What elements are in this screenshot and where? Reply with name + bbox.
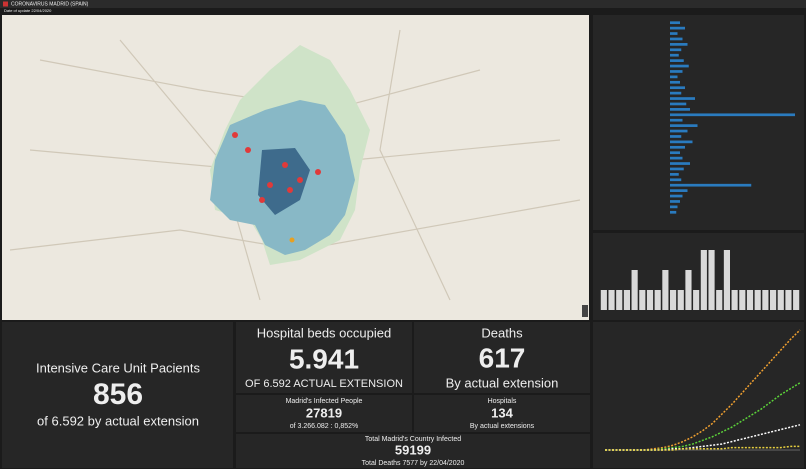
panels bbox=[2, 15, 804, 468]
indicator-subtitle: of 6.592 by actual extension bbox=[37, 413, 199, 428]
bar bbox=[670, 135, 682, 138]
bar bbox=[670, 102, 687, 106]
bar bbox=[670, 48, 682, 52]
header-title: CORONAVIRUS MADRID (SPAIN) bbox=[11, 1, 89, 7]
bar bbox=[670, 43, 688, 46]
bar bbox=[770, 290, 777, 310]
bar bbox=[670, 194, 683, 198]
bar bbox=[670, 145, 685, 149]
bar bbox=[639, 290, 646, 310]
bar bbox=[670, 162, 690, 165]
bar bbox=[670, 189, 688, 192]
bar bbox=[670, 178, 682, 182]
bar bbox=[670, 129, 688, 133]
bar bbox=[670, 151, 680, 155]
bar bbox=[739, 290, 746, 310]
bar bbox=[777, 290, 784, 310]
bar bbox=[670, 91, 682, 95]
bar bbox=[670, 80, 680, 84]
indicator-subtitle: OF 6.592 ACTUAL EXTENSION bbox=[245, 378, 403, 390]
indicator-title: Intensive Care Unit Pacients bbox=[36, 360, 201, 375]
bar bbox=[600, 290, 607, 310]
indicator-subtitle: Total Deaths 7577 by 22/04/2020 bbox=[362, 460, 465, 467]
bar bbox=[685, 270, 692, 310]
bar bbox=[670, 200, 680, 203]
indicator-value: 59199 bbox=[395, 442, 431, 457]
indicator-title: Total Madrid's Country Infected bbox=[365, 436, 461, 443]
indicator-subtitle: By actual extension bbox=[446, 375, 559, 390]
bar bbox=[670, 59, 684, 62]
bar bbox=[670, 290, 677, 310]
bar bbox=[677, 290, 684, 310]
bar bbox=[754, 290, 761, 310]
bar bbox=[708, 250, 715, 310]
bar bbox=[670, 140, 693, 144]
bar bbox=[662, 270, 669, 310]
bar bbox=[670, 97, 695, 100]
bar bbox=[670, 113, 795, 117]
bar bbox=[670, 156, 683, 160]
indicator-subtitle: By actual extensions bbox=[470, 423, 535, 430]
bar bbox=[746, 290, 754, 310]
bar bbox=[723, 250, 730, 310]
indicator-subtitle: of 3.266.082 : 0,852% bbox=[290, 423, 359, 430]
indicator-value: 856 bbox=[93, 378, 143, 411]
indicator-title: Hospital beds occupied bbox=[257, 325, 391, 340]
map bbox=[2, 15, 589, 320]
indicator-value: 27819 bbox=[306, 405, 342, 420]
indicator-value: 5.941 bbox=[289, 343, 359, 374]
bar bbox=[670, 108, 690, 111]
bar bbox=[693, 290, 700, 310]
bar bbox=[608, 290, 615, 310]
bar bbox=[670, 26, 685, 30]
bar bbox=[670, 124, 698, 127]
bar bbox=[616, 290, 623, 310]
indicator-title: Hospitals bbox=[488, 398, 517, 405]
bar bbox=[623, 290, 630, 310]
bar bbox=[631, 270, 638, 310]
bar bbox=[670, 70, 683, 73]
top-bar bbox=[0, 0, 806, 8]
bar bbox=[646, 290, 654, 310]
bar bbox=[716, 290, 723, 310]
bar bbox=[670, 205, 678, 209]
bar bbox=[700, 250, 707, 310]
indicator-title: Madrid's Infected People bbox=[286, 398, 363, 405]
logo bbox=[3, 1, 8, 7]
bar bbox=[670, 37, 683, 41]
indicators: Intensive Care Unit Pacients 856 of 6.59… bbox=[36, 325, 558, 466]
series-line bbox=[605, 445, 800, 451]
indicator-value: 617 bbox=[479, 342, 526, 373]
bar bbox=[731, 290, 738, 310]
bar bbox=[670, 173, 679, 176]
bar bbox=[670, 118, 683, 122]
bar bbox=[793, 290, 800, 310]
bar bbox=[670, 183, 752, 187]
bar bbox=[670, 167, 684, 171]
bar bbox=[670, 64, 689, 68]
bar bbox=[670, 210, 677, 214]
bar bbox=[762, 290, 769, 310]
indicator-title: Deaths bbox=[481, 325, 523, 340]
indicator-value: 134 bbox=[491, 405, 513, 420]
bar bbox=[670, 32, 678, 35]
bar bbox=[670, 75, 678, 79]
bar bbox=[670, 86, 685, 90]
bar bbox=[670, 21, 680, 25]
bar bbox=[670, 53, 679, 57]
bar bbox=[654, 290, 661, 310]
header-subtitle: Date of update 22/04/2020 bbox=[4, 8, 52, 13]
bar bbox=[785, 290, 792, 310]
